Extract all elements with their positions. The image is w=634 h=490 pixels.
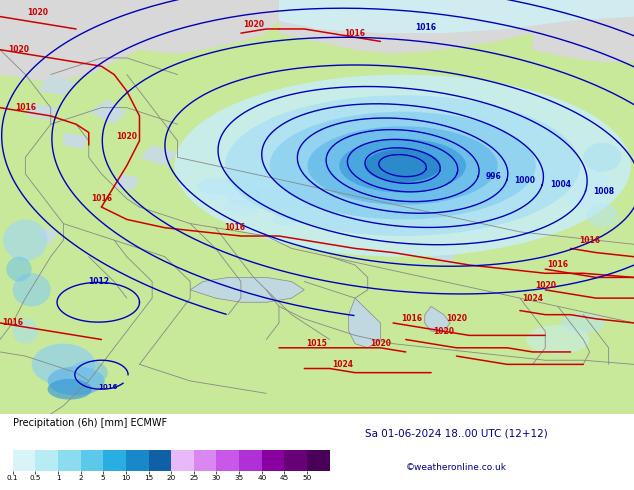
Ellipse shape <box>13 273 51 306</box>
Ellipse shape <box>269 112 536 220</box>
Bar <box>216 450 239 471</box>
Ellipse shape <box>197 178 247 195</box>
Text: 1016: 1016 <box>98 384 117 390</box>
Text: 996: 996 <box>486 172 501 181</box>
Text: 1020: 1020 <box>243 21 264 29</box>
Ellipse shape <box>13 319 38 343</box>
Ellipse shape <box>526 325 590 354</box>
Ellipse shape <box>307 126 498 205</box>
Text: 1020: 1020 <box>446 314 467 323</box>
Polygon shape <box>228 186 393 205</box>
Ellipse shape <box>48 379 92 399</box>
Polygon shape <box>89 99 127 124</box>
Bar <box>194 450 216 471</box>
Ellipse shape <box>3 220 48 261</box>
Text: 1000: 1000 <box>514 175 535 185</box>
Text: ©weatheronline.co.uk: ©weatheronline.co.uk <box>406 463 507 472</box>
Bar <box>171 450 194 471</box>
Text: 1020: 1020 <box>534 281 556 290</box>
Ellipse shape <box>339 139 466 193</box>
Ellipse shape <box>222 199 260 215</box>
Text: 1020: 1020 <box>8 45 30 54</box>
Polygon shape <box>114 174 139 191</box>
Bar <box>285 450 307 471</box>
Text: 1016: 1016 <box>2 318 23 327</box>
Text: 1016: 1016 <box>91 194 112 203</box>
Polygon shape <box>203 178 380 207</box>
Ellipse shape <box>586 203 618 228</box>
Text: 1015: 1015 <box>307 339 327 348</box>
Text: 1012: 1012 <box>87 277 109 286</box>
Ellipse shape <box>561 313 605 333</box>
Bar <box>36 450 58 471</box>
Text: 1024: 1024 <box>332 360 353 369</box>
Ellipse shape <box>365 149 441 182</box>
Ellipse shape <box>32 343 95 385</box>
Bar <box>58 450 81 471</box>
Text: 1008: 1008 <box>593 187 614 196</box>
Bar <box>126 450 148 471</box>
Ellipse shape <box>558 166 609 207</box>
Text: 1016: 1016 <box>547 261 569 270</box>
Polygon shape <box>349 298 380 348</box>
Polygon shape <box>38 74 76 95</box>
Bar <box>103 450 126 471</box>
Polygon shape <box>279 0 634 33</box>
Bar <box>307 450 330 471</box>
Polygon shape <box>38 228 57 245</box>
Polygon shape <box>431 248 456 265</box>
Text: 1020: 1020 <box>27 8 49 17</box>
Text: Precipitation (6h) [mm] ECMWF: Precipitation (6h) [mm] ECMWF <box>13 417 167 428</box>
Text: 1016: 1016 <box>224 223 245 232</box>
Polygon shape <box>425 306 450 331</box>
Bar <box>148 450 171 471</box>
Text: 1016: 1016 <box>401 314 423 323</box>
Polygon shape <box>456 215 488 236</box>
Ellipse shape <box>225 95 580 236</box>
Polygon shape <box>139 145 178 166</box>
Text: 1024: 1024 <box>522 294 543 303</box>
Ellipse shape <box>174 74 631 257</box>
Bar <box>81 450 103 471</box>
Polygon shape <box>25 103 57 120</box>
Polygon shape <box>0 0 279 83</box>
Polygon shape <box>190 277 304 302</box>
Ellipse shape <box>48 367 105 395</box>
Text: 1020: 1020 <box>116 132 138 141</box>
Bar <box>13 450 36 471</box>
Bar <box>239 450 262 471</box>
Ellipse shape <box>228 188 304 209</box>
Ellipse shape <box>6 257 32 282</box>
Polygon shape <box>533 25 634 62</box>
Bar <box>262 450 285 471</box>
Text: 1004: 1004 <box>550 180 571 190</box>
Polygon shape <box>279 0 634 54</box>
Text: 1016: 1016 <box>415 23 436 32</box>
Text: Sa 01-06-2024 18..00 UTC (12+12): Sa 01-06-2024 18..00 UTC (12+12) <box>365 428 548 438</box>
Text: 1016: 1016 <box>15 103 36 112</box>
Polygon shape <box>63 132 89 149</box>
Ellipse shape <box>70 360 108 385</box>
Text: 1016: 1016 <box>344 28 366 38</box>
Ellipse shape <box>273 213 298 226</box>
Text: 1020: 1020 <box>433 327 455 336</box>
Text: 1016: 1016 <box>579 236 600 245</box>
Ellipse shape <box>583 143 621 172</box>
Text: 1020: 1020 <box>370 339 391 348</box>
